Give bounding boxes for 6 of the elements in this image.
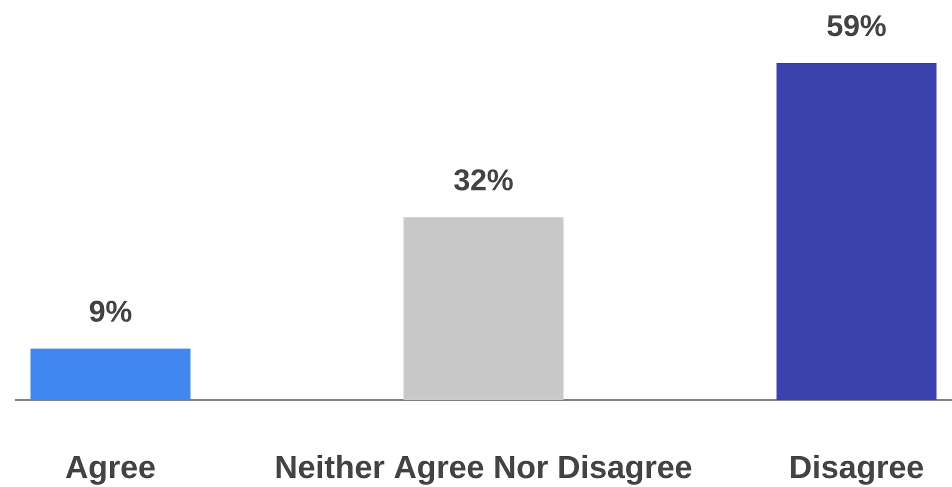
- data-label: 9%: [90, 300, 132, 322]
- x-tick-label: Disagree: [791, 454, 924, 485]
- data-label: 59%: [827, 15, 886, 36]
- x-tick-label: Agree: [66, 456, 155, 485]
- data-label: 32%: [454, 169, 513, 191]
- x-tick-label: Neither Agree Nor Disagree: [276, 454, 692, 485]
